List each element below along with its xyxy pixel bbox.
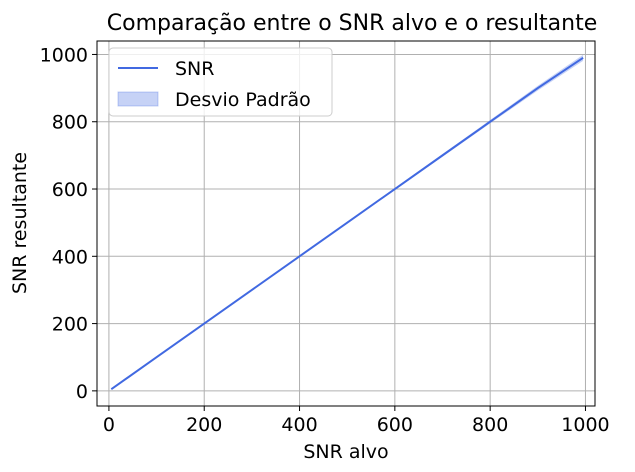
- x-tick-label: 0: [103, 414, 115, 436]
- snr-series-line: [110, 56, 584, 390]
- plot-frame: [96, 40, 596, 407]
- y-axis-label: SNR resultante: [9, 152, 31, 294]
- y-tick-label: 800: [52, 112, 88, 134]
- x-tick-label: 600: [377, 414, 413, 436]
- x-tick-label: 800: [472, 414, 508, 436]
- legend-swatch-band: [117, 91, 159, 107]
- legend: SNR Desvio Padrão: [108, 47, 333, 117]
- series-line-layer: [110, 56, 584, 390]
- x-tick-label: 1000: [561, 414, 609, 436]
- x-tick-label: 200: [186, 414, 222, 436]
- legend-entry-label: SNR: [175, 58, 214, 80]
- axis-ticks: 0 200 400 600 800 1000 0 200 400 600 800 1000: [40, 44, 610, 436]
- y-tick-label: 0: [76, 381, 88, 403]
- legend-entry-label: Desvio Padrão: [175, 89, 311, 111]
- chart-title: Comparação entre o SNR alvo e o resultan…: [107, 11, 597, 36]
- y-tick-label: 600: [52, 179, 88, 201]
- y-tick-label: 400: [52, 246, 88, 268]
- y-tick-label: 1000: [40, 44, 88, 66]
- x-tick-label: 400: [281, 414, 317, 436]
- y-tick-label: 200: [52, 314, 88, 336]
- legend-box: [108, 47, 333, 117]
- x-axis-label: SNR alvo: [303, 441, 388, 463]
